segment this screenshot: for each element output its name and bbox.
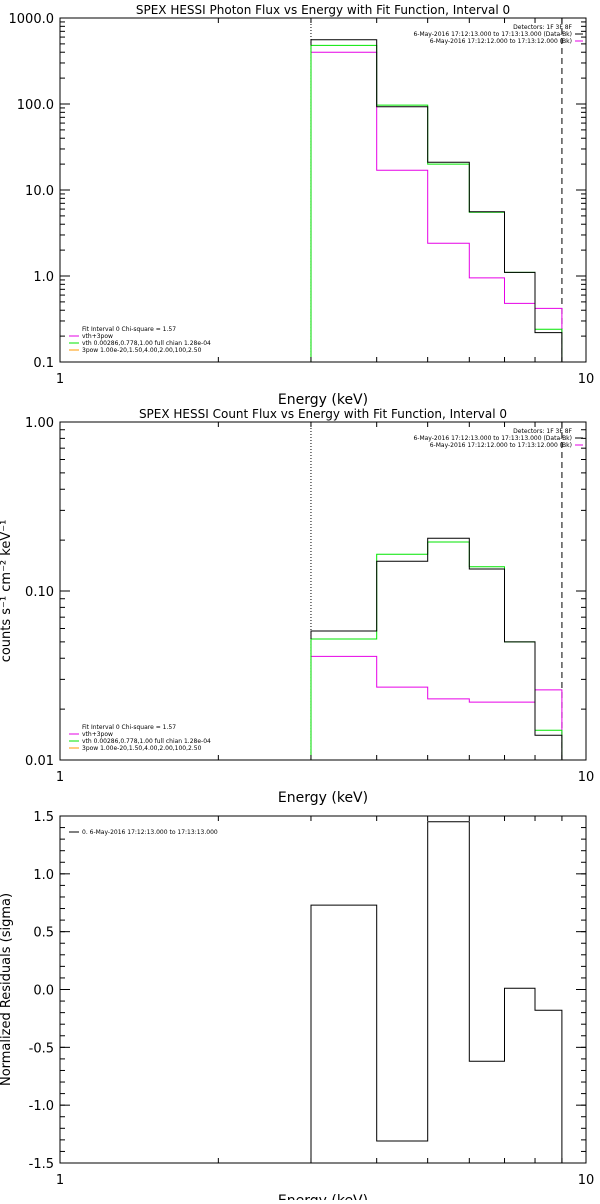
y-tick-label: 1.0 [33,270,54,285]
x-tick-label: 10 [578,770,595,785]
y-tick-label: -0.5 [29,1041,54,1056]
legend-label: vth 0.00286,0.778,1.00 full chian 1.28e-… [82,738,211,745]
y-tick-label: 0.10 [25,585,54,600]
panel-count: SPEX HESSI Count Flux vs Energy with Fit… [0,407,594,806]
plot-frame [59,815,587,1164]
chart-title: SPEX HESSI Count Flux vs Energy with Fit… [139,407,507,421]
y-tick-label: 100.0 [17,98,54,113]
y-axis-label: Normalized Residuals (sigma) [0,893,14,1086]
y-axis-label: counts s⁻¹ cm⁻² keV⁻¹ [0,520,14,663]
x-tick-label: 1 [56,1173,64,1188]
series-line-black [310,537,563,760]
legend-label: vth 0.00286,0.778,1.00 full chian 1.28e-… [82,340,211,347]
y-tick-label: 0.01 [25,754,54,769]
y-tick-label: 10.0 [25,184,54,199]
info-line: 6-May-2016 17:12:12.000 to 17:13:12.000 … [430,38,572,45]
info-line: Detectors: 1F 3F 8F [513,24,572,31]
y-tick-label: 0.0 [33,984,54,999]
plot-frame [59,17,587,363]
x-tick-label: 1 [56,372,64,387]
legend-label: Fit Interval 0 Chi-square = 1.57 [82,724,176,731]
series-line-green [310,44,563,362]
series-line-black [310,39,563,362]
panel-resid: 1 10 -1.5 -1.0 -0.5 0.0 0.5 1.0 1.5 Energy (keV) N… [0,810,595,1204]
plot-frame [59,421,587,761]
legend-label: 3pow 1.00e-20,1.50,4.00,2.00,100,2.50 [82,745,202,752]
info-line: Detectors: 1F 3F 8F [513,428,572,435]
y-tick-label: 0.1 [33,356,54,371]
info-line: 6-May-2016 17:12:12.000 to 17:13:12.000 … [430,442,572,449]
series-line-magenta [310,655,563,760]
info-line: 6-May-2016 17:12:13.000 to 17:13:13.000 … [413,31,572,38]
y-tick-label: 1.00 [25,416,54,431]
y-tick-label: -1.0 [29,1099,54,1114]
x-axis-label: Energy (keV) [278,1193,368,1200]
y-tick-label: -1.5 [29,1157,54,1172]
y-tick-label: 0.5 [33,926,54,941]
legend-label: 0. 6-May-2016 17:12:13.000 to 17:13:13.0… [82,829,218,836]
chart-title: SPEX HESSI Photon Flux vs Energy with Fi… [136,3,510,17]
x-tick-label: 10 [578,372,595,387]
legend-label: Fit Interval 0 Chi-square = 1.57 [82,326,176,333]
x-tick-label: 1 [56,770,64,785]
info-line: 6-May-2016 17:12:13.000 to 17:13:13.000 … [413,435,572,442]
series-line-magenta [310,51,563,362]
series-line-green [310,541,563,760]
series-line-black [310,821,563,1163]
x-axis-label: Energy (keV) [278,392,368,408]
y-tick-label: 1.5 [33,810,54,825]
x-tick-label: 10 [578,1173,595,1188]
y-tick-label: 1000.0 [9,12,55,27]
legend-label: 3pow 1.00e-20,1.50,4.00,2.00,100,2.50 [82,347,202,354]
y-tick-label: 1.0 [33,868,54,883]
legend-label: vth+3pow [82,731,113,738]
x-axis-label: Energy (keV) [278,790,368,806]
panel-photon: SPEX HESSI Photon Flux vs Energy with Fi… [9,3,595,408]
legend-label: vth+3pow [82,333,113,340]
